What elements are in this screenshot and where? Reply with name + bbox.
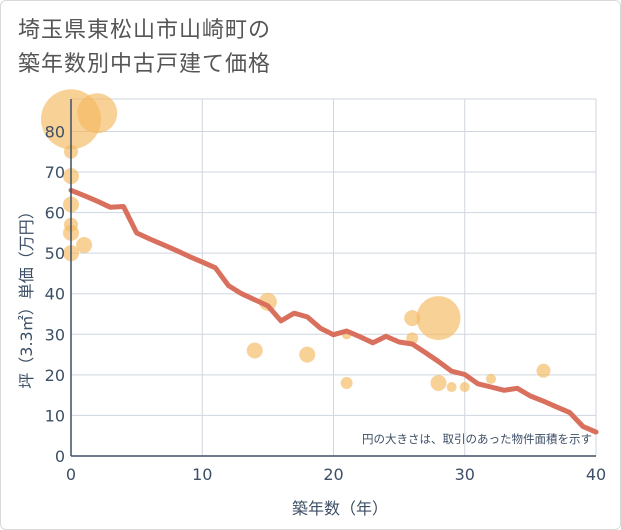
x-axis-label: 築年数（年） bbox=[292, 499, 388, 518]
chart-title: 埼玉県東松山市山崎町の 築年数別中古戸建て価格 bbox=[18, 14, 271, 82]
y-tick-label: 80 bbox=[45, 122, 65, 141]
scatter-point bbox=[536, 363, 551, 378]
y-tick-label: 30 bbox=[45, 325, 65, 344]
y-axis-label: 坪（3.3㎡）単価（万円） bbox=[17, 203, 36, 388]
scatter-point bbox=[459, 382, 470, 393]
scatter-point bbox=[416, 296, 461, 341]
x-tick-label: 30 bbox=[455, 465, 475, 484]
y-tick-label: 60 bbox=[45, 204, 65, 223]
y-tick-label: 10 bbox=[45, 406, 65, 425]
scatter-point bbox=[340, 376, 353, 389]
scatter-point bbox=[486, 373, 496, 384]
scatter-point bbox=[299, 346, 316, 363]
y-tick-label: 0 bbox=[55, 447, 65, 466]
scatter-point bbox=[77, 93, 118, 134]
trend-series bbox=[68, 187, 599, 435]
y-tick-label: 20 bbox=[45, 366, 65, 385]
scatter-series bbox=[41, 89, 551, 393]
x-tick-label: 10 bbox=[192, 465, 212, 484]
y-tick-label: 50 bbox=[45, 244, 65, 263]
scatter-point bbox=[430, 374, 447, 391]
tick-labels: 0 10 20 30 40 50 60 70 80 0 10 20 30 40 bbox=[45, 122, 607, 484]
scatter-point bbox=[404, 310, 421, 327]
x-tick-label: 20 bbox=[323, 465, 343, 484]
y-tick-label: 40 bbox=[45, 285, 65, 304]
x-tick-label: 40 bbox=[586, 465, 606, 484]
bubble-size-note: 円の大きさは、取引のあった物件面積を示す bbox=[362, 432, 592, 446]
y-tick-label: 70 bbox=[45, 163, 65, 182]
axes bbox=[70, 99, 596, 457]
scatter-point bbox=[246, 342, 263, 359]
chart-title-line-2: 築年数別中古戸建て価格 bbox=[18, 52, 272, 77]
grid-lines bbox=[71, 98, 597, 456]
scatter-point bbox=[76, 237, 93, 254]
chart-title-line-1: 埼玉県東松山市山崎町の bbox=[18, 18, 272, 43]
scatter-point bbox=[446, 382, 457, 393]
x-tick-label: 0 bbox=[66, 465, 76, 484]
trend-line bbox=[68, 187, 599, 435]
